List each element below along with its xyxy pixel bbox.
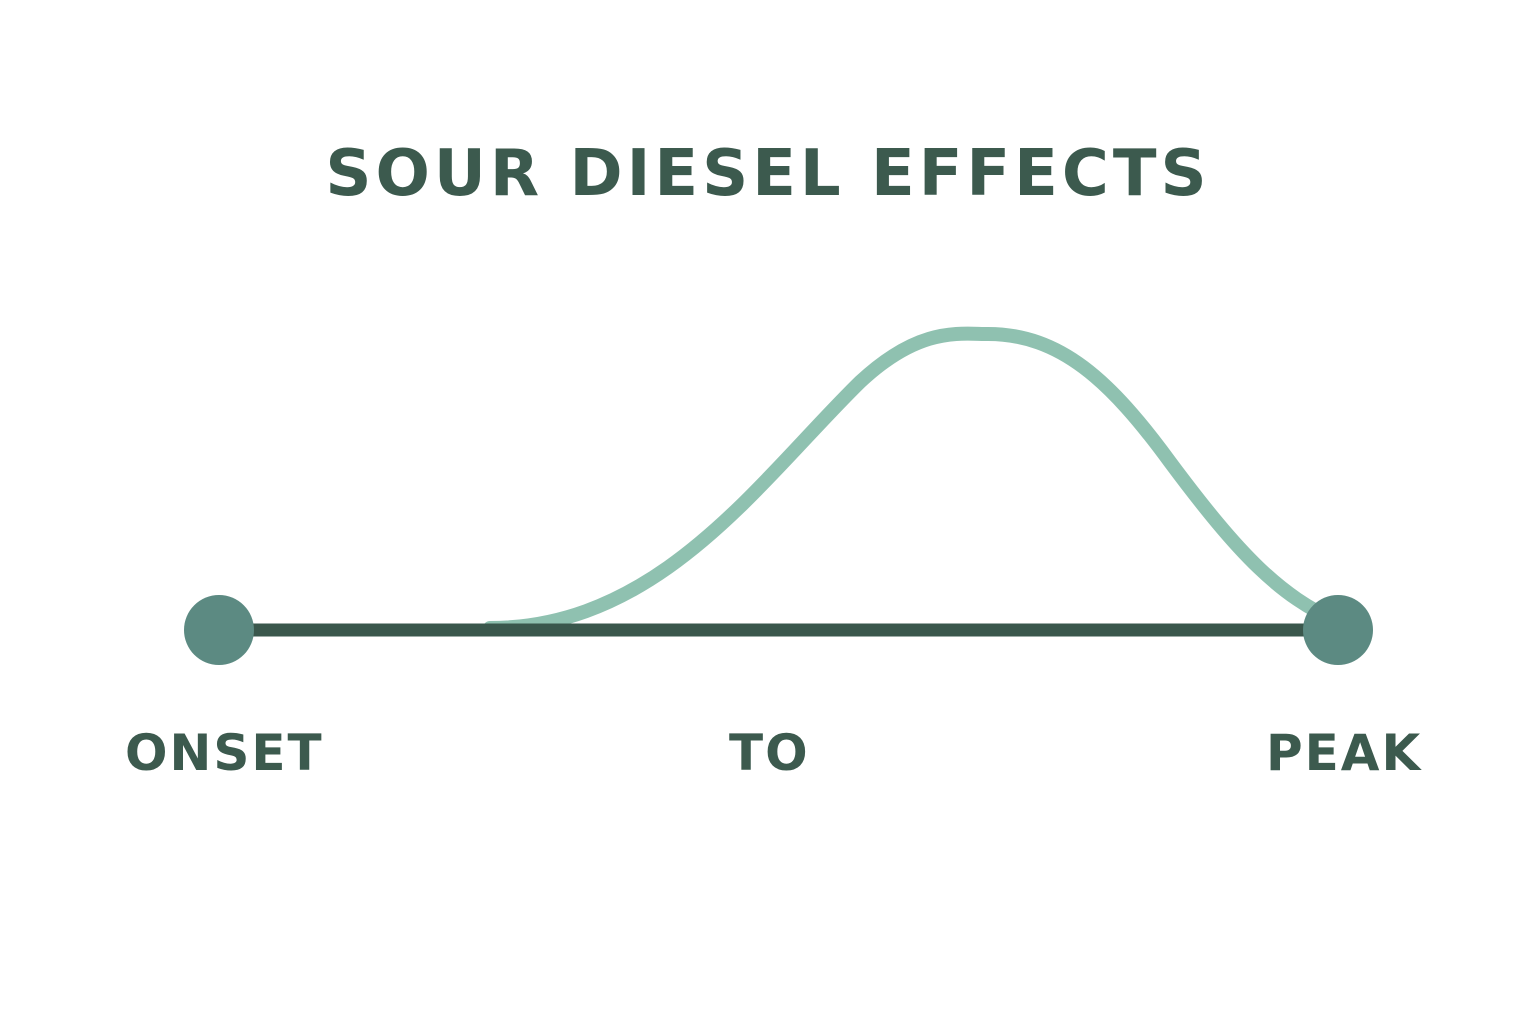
onset-label: ONSET xyxy=(125,724,324,782)
to-label: TO xyxy=(729,724,810,782)
peak-marker xyxy=(1303,595,1373,665)
peak-label: PEAK xyxy=(1266,724,1423,782)
diagram-title: SOUR DIESEL EFFECTS xyxy=(325,137,1211,211)
effects-intensity-curve xyxy=(483,326,1345,635)
onset-marker xyxy=(184,595,254,665)
